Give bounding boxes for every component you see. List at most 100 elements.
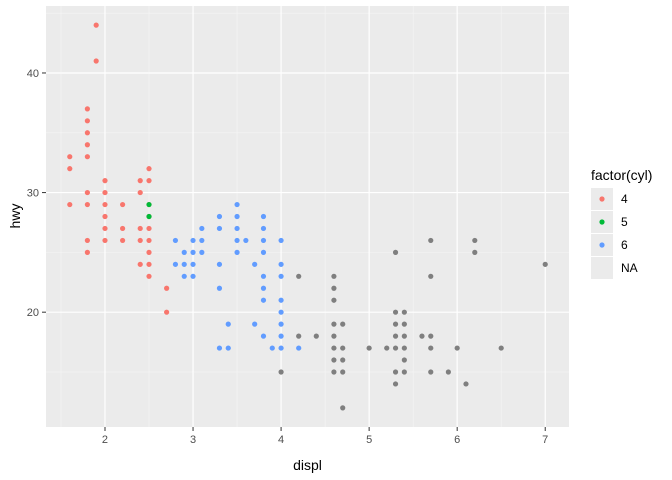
- x-axis-ticks: 2 3 4 5 6 7: [102, 427, 548, 446]
- data-point: [542, 261, 548, 267]
- data-point: [102, 225, 108, 232]
- data-point: [392, 381, 399, 387]
- data-point: [331, 345, 337, 351]
- data-point: [428, 369, 434, 375]
- data-point: [102, 201, 108, 208]
- data-point: [296, 333, 302, 339]
- legend-label: 4: [621, 192, 628, 206]
- data-point: [278, 309, 284, 315]
- data-point: [331, 333, 337, 339]
- data-point: [331, 297, 337, 303]
- y-axis-ticks: 20 30 40: [27, 68, 46, 319]
- data-point: [278, 273, 284, 279]
- data-point: [278, 261, 284, 267]
- data-point: [84, 130, 90, 136]
- x-tick-label: 2: [102, 434, 108, 446]
- data-point: [392, 249, 399, 255]
- data-point: [401, 369, 407, 375]
- data-point: [234, 201, 240, 208]
- data-point: [84, 106, 90, 112]
- data-point: [463, 381, 469, 387]
- data-point: [296, 273, 302, 279]
- data-point: [428, 237, 434, 244]
- data-point: [225, 321, 231, 327]
- x-axis-title: displ: [293, 457, 322, 473]
- data-point: [84, 249, 90, 255]
- data-point: [331, 321, 337, 327]
- data-point: [199, 237, 205, 244]
- data-point: [340, 345, 346, 351]
- data-point: [278, 321, 284, 327]
- data-point: [84, 154, 90, 160]
- data-point: [392, 345, 399, 351]
- data-point: [260, 225, 267, 232]
- data-point: [93, 22, 99, 28]
- data-point: [102, 213, 108, 220]
- data-point: [401, 321, 407, 327]
- data-point: [146, 249, 152, 255]
- data-point: [260, 333, 267, 339]
- y-tick-label: 30: [27, 188, 39, 200]
- data-point: [260, 213, 267, 220]
- y-tick-label: 20: [27, 307, 39, 319]
- data-point: [146, 213, 152, 220]
- data-point: [146, 178, 152, 184]
- data-point: [428, 333, 434, 339]
- data-point: [181, 273, 187, 279]
- legend-title: factor(cyl): [591, 167, 652, 183]
- data-point: [331, 357, 337, 363]
- data-point: [260, 249, 267, 255]
- legend-label: 6: [621, 238, 628, 252]
- data-point: [419, 333, 425, 339]
- data-point: [252, 321, 258, 327]
- data-point: [401, 357, 407, 363]
- data-point: [260, 273, 267, 279]
- data-point: [102, 237, 108, 244]
- legend-label: 5: [621, 215, 628, 229]
- data-point: [313, 333, 319, 339]
- x-tick-label: 5: [366, 434, 372, 446]
- data-point: [401, 345, 407, 351]
- data-point: [190, 273, 196, 279]
- data-point: [260, 297, 267, 303]
- data-point: [146, 261, 152, 267]
- data-point: [172, 261, 179, 267]
- y-tick-label: 40: [27, 68, 39, 80]
- data-point: [234, 249, 240, 255]
- data-point: [243, 237, 249, 244]
- data-point: [67, 201, 73, 208]
- data-point: [278, 237, 284, 244]
- data-point: [392, 321, 399, 327]
- data-point: [234, 225, 240, 232]
- data-point: [190, 237, 196, 244]
- data-point: [164, 285, 170, 291]
- data-points: [67, 22, 548, 411]
- data-point: [472, 237, 478, 244]
- data-point: [181, 261, 187, 267]
- legend-key-point: [599, 242, 605, 248]
- data-point: [472, 249, 478, 255]
- data-point: [454, 345, 460, 351]
- data-point: [102, 189, 108, 196]
- data-point: [137, 178, 143, 184]
- data-point: [392, 309, 399, 315]
- data-point: [172, 237, 179, 244]
- data-point: [331, 369, 337, 375]
- x-tick-label: 7: [542, 434, 548, 446]
- data-point: [278, 345, 284, 351]
- data-point: [392, 333, 399, 339]
- data-point: [67, 166, 73, 172]
- data-point: [278, 297, 284, 303]
- data-point: [137, 237, 143, 244]
- data-point: [428, 345, 434, 351]
- data-point: [392, 369, 399, 375]
- data-point: [146, 237, 152, 244]
- data-point: [252, 261, 258, 267]
- data-point: [445, 369, 451, 375]
- data-point: [120, 201, 126, 208]
- legend-key-background: [591, 257, 613, 279]
- data-point: [331, 285, 337, 291]
- data-point: [93, 58, 99, 64]
- data-point: [401, 309, 407, 315]
